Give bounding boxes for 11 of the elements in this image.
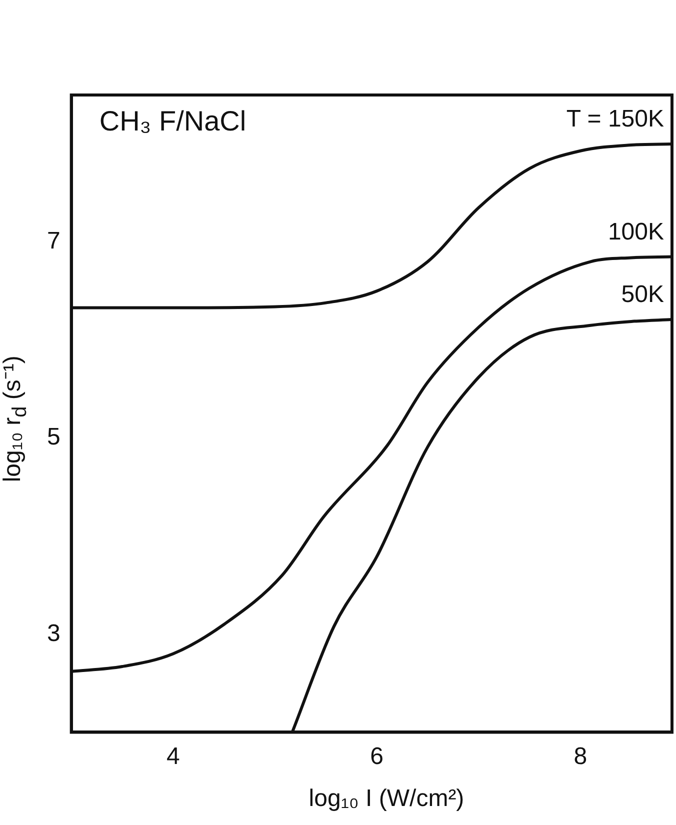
annotation: 100K [608, 218, 664, 246]
x-axis-title: log₁₀ I (W/cm²) [308, 785, 466, 813]
annotation: T = 150K [566, 106, 664, 133]
annotation: 50K [621, 281, 664, 308]
chart-title: CH₃ F/NaCl [99, 106, 246, 137]
y-tick-label: 3 [46, 620, 60, 647]
x-tick-label: 4 [166, 743, 180, 770]
y-tick-label: 5 [46, 424, 60, 451]
x-tick-label: 8 [574, 743, 588, 770]
x-tick-label: 6 [370, 743, 384, 770]
y-tick-label: 7 [46, 228, 60, 255]
